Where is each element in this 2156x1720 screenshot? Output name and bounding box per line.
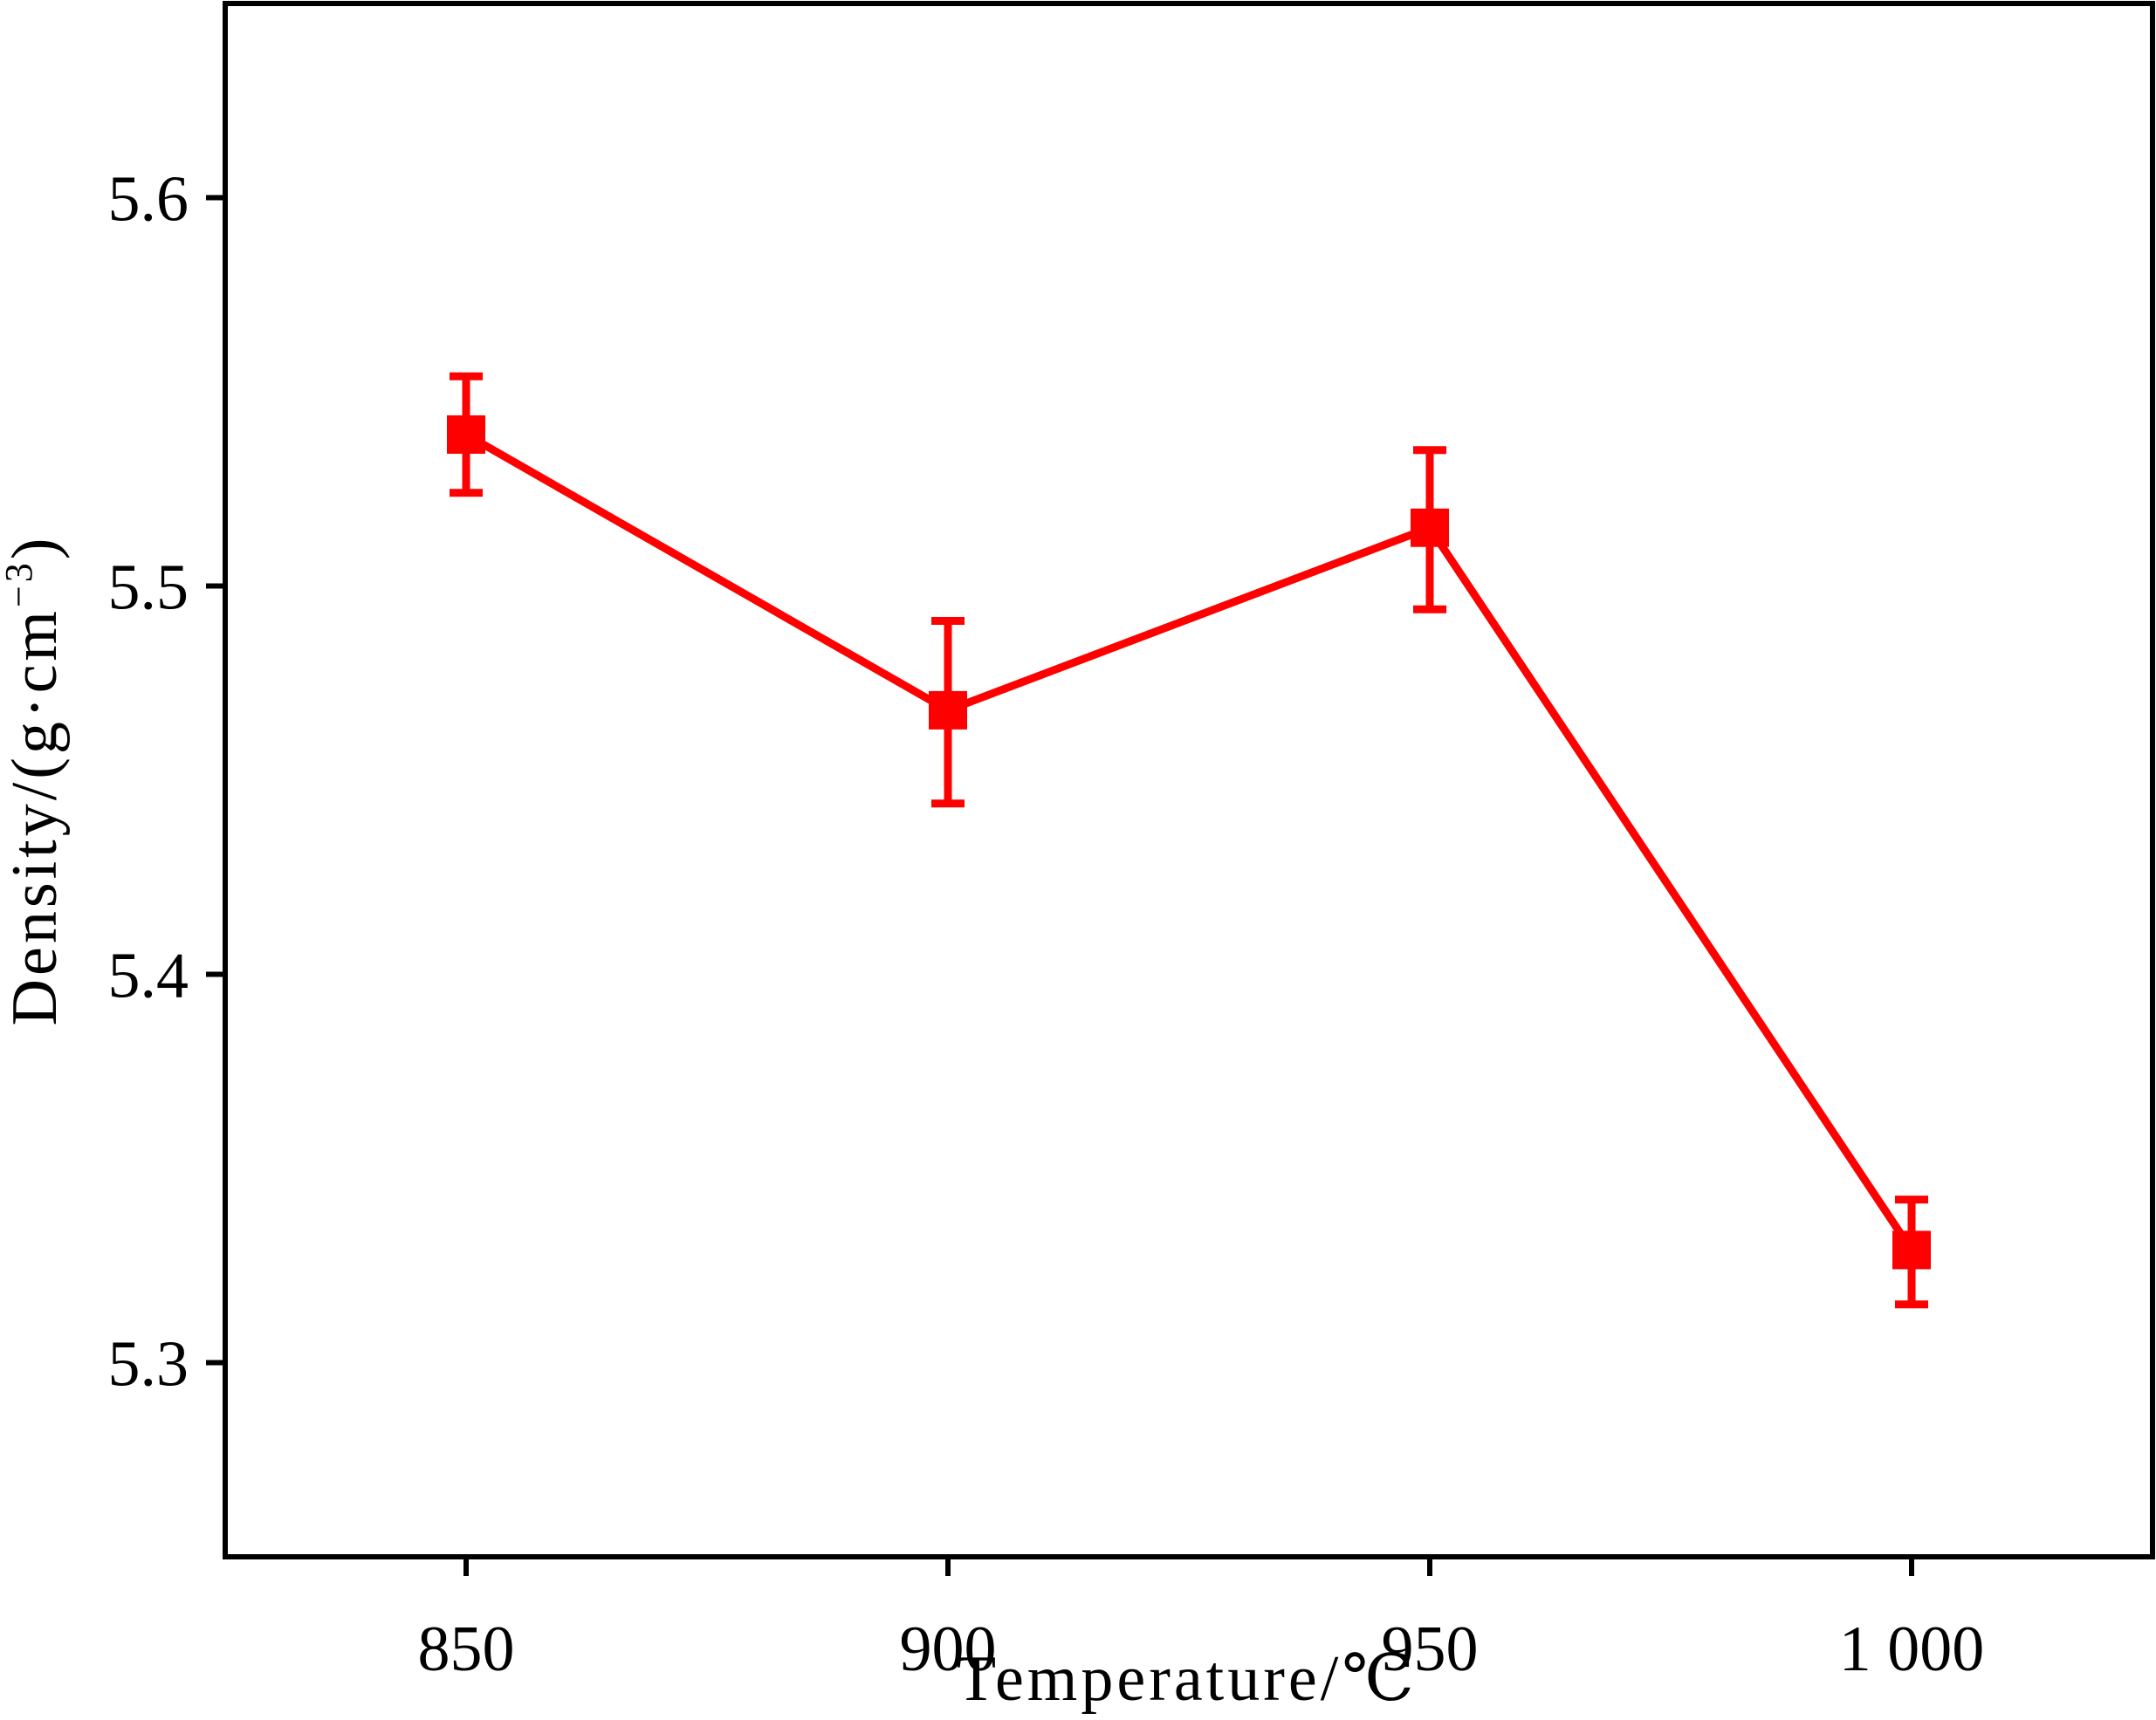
y-axis: 5.3 5.4 5.5 5.6: [108, 164, 225, 1401]
data-point-marker: [1411, 508, 1449, 547]
data-point-marker: [447, 415, 485, 454]
series-layer: [447, 372, 1931, 1309]
x-tick-label: 1 000: [1839, 1614, 1985, 1685]
y-tick-label: 5.3: [108, 1329, 189, 1401]
data-point-marker: [929, 690, 967, 730]
data-point-marker: [1892, 1230, 1931, 1270]
y-axis-label-exponent: −3: [0, 559, 40, 607]
x-tick-label: 900: [900, 1614, 997, 1685]
plot-frame: [223, 1, 2155, 1559]
y-tick-label: 5.5: [108, 552, 189, 624]
y-tick-label: 5.6: [108, 164, 189, 236]
y-axis-label-main: Density/(g·cm: [0, 607, 71, 1025]
y-axis-label-close: ): [0, 535, 71, 560]
x-axis: 850 900 950 1 000: [418, 1557, 1985, 1685]
x-tick-label: 950: [1382, 1614, 1479, 1685]
y-axis-label: Density/(g·cm−3): [0, 535, 71, 1026]
series-line: [463, 431, 1915, 1252]
x-tick-label: 850: [418, 1614, 515, 1685]
x-axis-label: Temperature/℃: [957, 1643, 1418, 1715]
y-tick-label: 5.4: [108, 941, 189, 1012]
